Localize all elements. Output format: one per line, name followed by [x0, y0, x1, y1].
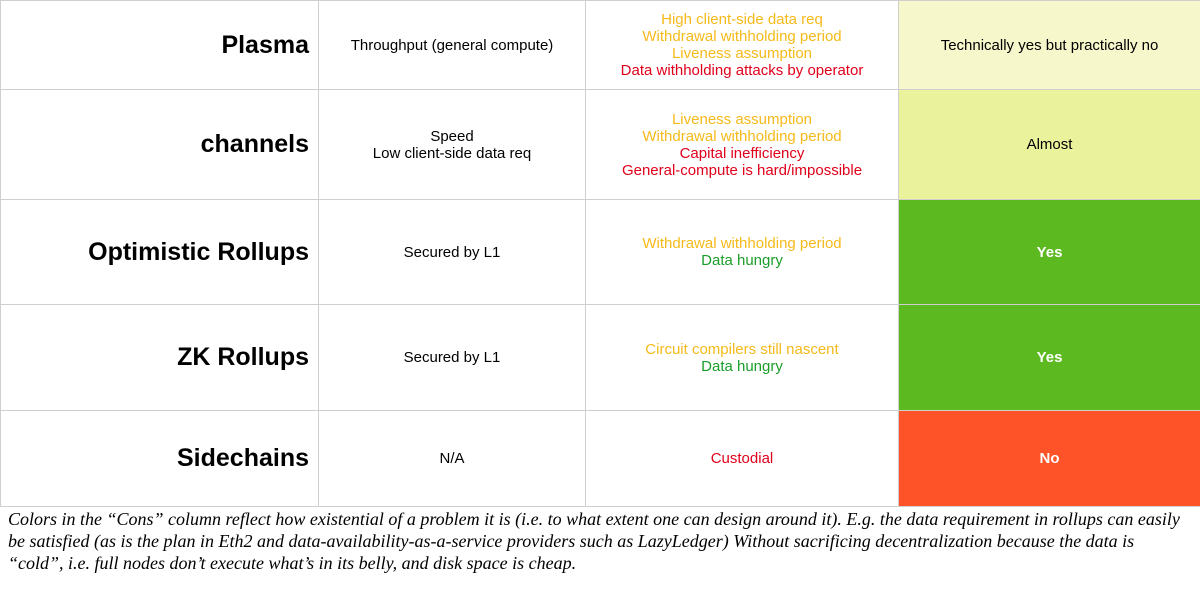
cons-cell: Liveness assumption Withdrawal withholdi…	[585, 89, 899, 200]
table-row: ZK Rollups Secured by L1 Circuit compile…	[0, 304, 1200, 411]
pro-item: Secured by L1	[403, 243, 501, 261]
con-item: Liveness assumption	[671, 45, 813, 62]
solution-name-cell: Sidechains	[0, 410, 319, 507]
verdict-cell: No	[898, 410, 1200, 507]
pros-cell: Secured by L1	[318, 304, 586, 411]
table-row: Plasma Throughput (general compute) High…	[0, 0, 1200, 90]
verdict-cell: Yes	[898, 304, 1200, 411]
table-row: Optimistic Rollups Secured by L1 Withdra…	[0, 199, 1200, 305]
pro-item: N/A	[439, 450, 465, 467]
cons-cell: High client-side data req Withdrawal wit…	[585, 0, 899, 90]
pro-item: Throughput (general compute)	[350, 36, 554, 54]
pros-cell: Secured by L1	[318, 199, 586, 305]
solution-name-cell: channels	[0, 89, 319, 200]
table-row: Sidechains N/A Custodial No	[0, 410, 1200, 507]
con-item: Custodial	[710, 450, 774, 467]
comparison-table-body: Plasma Throughput (general compute) High…	[0, 0, 1200, 507]
con-item: Data withholding attacks by operator	[620, 62, 864, 79]
table-caption: Colors in the “Cons” column reflect how …	[8, 509, 1180, 573]
verdict-cell: Technically yes but practically no	[898, 0, 1200, 90]
con-item: Liveness assumption	[671, 110, 813, 128]
con-item: High client-side data req	[661, 11, 823, 28]
con-item: Withdrawal withholding period	[642, 28, 842, 45]
verdict-cell: Almost	[898, 89, 1200, 200]
pro-item: Speed	[430, 127, 474, 145]
solution-name-cell: ZK Rollups	[0, 304, 319, 411]
pros-cell: N/A	[318, 410, 586, 507]
pro-item: Secured by L1	[403, 349, 501, 366]
con-item: Data hungry	[701, 357, 783, 375]
comparison-table: Plasma Throughput (general compute) High…	[0, 0, 1200, 507]
pros-cell: Throughput (general compute)	[318, 0, 586, 90]
con-item: Withdrawal withholding period	[642, 127, 842, 145]
pro-item: Low client-side data req	[372, 144, 532, 162]
cons-cell: Circuit compilers still nascent Data hun…	[585, 304, 899, 411]
pros-cell: Speed Low client-side data req	[318, 89, 586, 200]
verdict-cell: Yes	[898, 199, 1200, 305]
con-item: Capital inefficiency	[679, 144, 805, 162]
con-item: Circuit compilers still nascent	[645, 340, 839, 358]
cons-cell: Withdrawal withholding period Data hungr…	[585, 199, 899, 305]
con-item: Data hungry	[701, 252, 783, 269]
con-item: Withdrawal withholding period	[642, 235, 842, 252]
solution-name-cell: Plasma	[0, 0, 319, 90]
con-item: General-compute is hard/impossible	[621, 161, 863, 179]
table-row: channels Speed Low client-side data req …	[0, 89, 1200, 200]
cons-cell: Custodial	[585, 410, 899, 507]
solution-name-cell: Optimistic Rollups	[0, 199, 319, 305]
